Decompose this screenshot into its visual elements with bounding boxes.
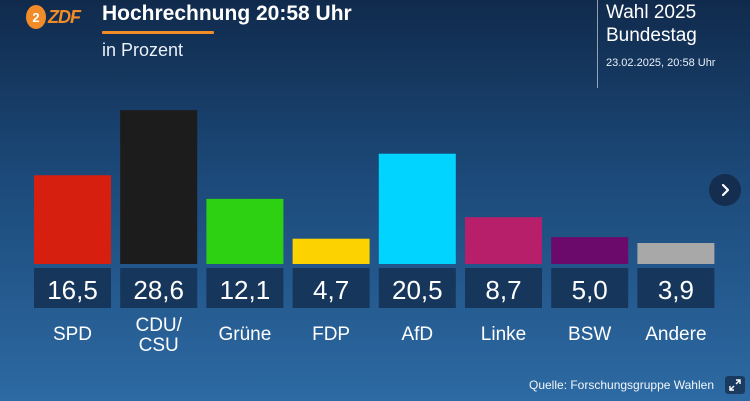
value-box: [551, 268, 629, 308]
chart-title: Hochrechnung 20:58 Uhr: [102, 2, 352, 25]
bar: [378, 153, 456, 264]
chevron-right-icon: [721, 183, 730, 197]
value-label: 12,1: [220, 275, 271, 305]
value-label: 5,0: [572, 275, 608, 305]
category-label: Andere: [645, 324, 706, 345]
value-label: 4,7: [313, 275, 349, 305]
value-box: [292, 268, 370, 308]
election-name: Wahl 2025: [606, 2, 697, 23]
bar: [637, 243, 715, 264]
election-label: Wahl 2025 Bundestag: [606, 1, 697, 47]
expand-button[interactable]: [725, 376, 745, 394]
value-label: 3,9: [658, 275, 694, 305]
header-divider: [597, 0, 598, 88]
source-note: Quelle: Forschungsgruppe Wahlen: [529, 378, 714, 392]
election-date: 23.02.2025, 20:58 Uhr: [606, 57, 716, 69]
category-label: SPD: [53, 324, 92, 345]
category-label: AfD: [401, 324, 433, 345]
value-box: [378, 268, 456, 308]
value-box: [120, 268, 198, 308]
category-label: BSW: [568, 324, 611, 345]
bar: [292, 238, 370, 264]
bar: [206, 198, 284, 264]
chart-subtitle: in Prozent: [102, 40, 184, 60]
logo-mark: 2: [26, 5, 46, 29]
category-label: CDU/CSU: [135, 315, 182, 356]
bar: [465, 217, 542, 264]
bar: [120, 110, 198, 264]
next-button[interactable]: [709, 174, 741, 206]
expand-icon: [729, 379, 741, 391]
category-label: FDP: [312, 324, 350, 345]
bar: [34, 175, 111, 264]
category-label: Grüne: [218, 324, 271, 345]
value-label: 28,6: [133, 275, 184, 305]
value-label: 16,5: [47, 275, 98, 305]
title-underline: [102, 31, 214, 34]
logo-text: ZDF: [48, 6, 81, 27]
value-box: [34, 268, 111, 308]
bar: [551, 237, 629, 264]
value-box: [637, 268, 715, 308]
value-box: [465, 268, 542, 308]
election-body: Bundestag: [606, 25, 697, 46]
category-label: Linke: [481, 324, 526, 345]
value-label: 8,7: [485, 275, 521, 305]
value-box: [206, 268, 284, 308]
zdf-logo: 2 ZDF: [26, 4, 81, 30]
value-label: 20,5: [392, 275, 443, 305]
